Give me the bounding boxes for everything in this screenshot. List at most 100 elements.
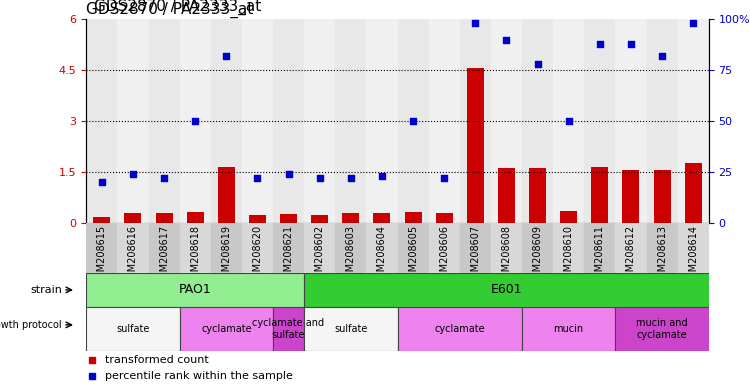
Point xyxy=(407,118,419,124)
Bar xyxy=(398,19,429,223)
Bar xyxy=(366,223,398,273)
Bar xyxy=(242,19,273,223)
Bar xyxy=(273,307,304,351)
Bar xyxy=(460,19,490,223)
Text: GSM208615: GSM208615 xyxy=(97,225,106,284)
Bar xyxy=(374,213,391,223)
Bar xyxy=(615,223,646,273)
Bar xyxy=(304,19,335,223)
Text: GSM208619: GSM208619 xyxy=(221,225,231,284)
Text: transformed count: transformed count xyxy=(105,354,209,364)
Bar xyxy=(86,273,304,307)
Point xyxy=(562,118,574,124)
Bar xyxy=(335,223,366,273)
Point xyxy=(500,36,512,43)
Point xyxy=(189,118,201,124)
Point xyxy=(532,61,544,67)
Point xyxy=(345,175,357,181)
Bar xyxy=(498,169,515,223)
Bar xyxy=(404,212,422,223)
Text: mucin: mucin xyxy=(554,324,584,334)
Bar xyxy=(180,223,211,273)
Text: GSM208607: GSM208607 xyxy=(470,225,480,284)
Text: GDS2870 / PA2333_at: GDS2870 / PA2333_at xyxy=(94,0,261,15)
Point xyxy=(158,175,170,181)
Bar xyxy=(93,217,110,223)
Bar xyxy=(249,215,266,223)
Bar xyxy=(148,19,180,223)
Bar xyxy=(211,19,242,223)
Bar xyxy=(242,223,273,273)
Text: cyclamate and
sulfate: cyclamate and sulfate xyxy=(253,318,325,340)
Text: GSM208605: GSM208605 xyxy=(408,225,418,284)
Point xyxy=(251,175,263,181)
Bar xyxy=(490,223,522,273)
Bar xyxy=(273,223,304,273)
Text: GSM208604: GSM208604 xyxy=(377,225,387,284)
Text: mucin and
cyclamate: mucin and cyclamate xyxy=(636,318,688,340)
Text: GSM208616: GSM208616 xyxy=(128,225,138,284)
Text: GSM208618: GSM208618 xyxy=(190,225,200,284)
Bar xyxy=(187,212,204,223)
Point xyxy=(376,173,388,179)
Bar xyxy=(398,223,429,273)
Text: GSM208620: GSM208620 xyxy=(253,225,262,284)
Point xyxy=(470,20,482,26)
Point xyxy=(96,179,108,185)
Point xyxy=(127,171,139,177)
Bar xyxy=(304,273,709,307)
Bar xyxy=(311,215,328,223)
Bar xyxy=(335,19,366,223)
Text: GSM208606: GSM208606 xyxy=(440,225,449,284)
Bar xyxy=(584,223,615,273)
Bar xyxy=(678,19,709,223)
Bar xyxy=(342,213,359,223)
Point xyxy=(625,41,637,47)
Bar xyxy=(615,19,646,223)
Bar xyxy=(180,19,211,223)
Bar xyxy=(429,223,460,273)
Text: GSM208609: GSM208609 xyxy=(532,225,542,284)
Bar xyxy=(429,19,460,223)
Bar xyxy=(155,213,172,223)
Bar xyxy=(460,223,490,273)
Bar xyxy=(653,170,670,223)
Text: GSM208614: GSM208614 xyxy=(688,225,698,284)
Bar xyxy=(86,307,180,351)
Bar xyxy=(211,223,242,273)
Bar xyxy=(124,213,142,223)
Point xyxy=(687,20,699,26)
Text: cyclamate: cyclamate xyxy=(434,324,485,334)
Point xyxy=(314,175,326,181)
Text: GSM208617: GSM208617 xyxy=(159,225,169,284)
Text: GSM208612: GSM208612 xyxy=(626,225,636,284)
Bar xyxy=(304,223,335,273)
Bar xyxy=(560,211,578,223)
Bar xyxy=(490,19,522,223)
Bar xyxy=(86,19,117,223)
Bar xyxy=(180,307,273,351)
Text: strain: strain xyxy=(30,285,62,295)
Bar xyxy=(584,19,615,223)
Bar xyxy=(304,307,398,351)
Bar xyxy=(117,223,148,273)
Bar xyxy=(273,19,304,223)
Text: GDS2870 / PA2333_at: GDS2870 / PA2333_at xyxy=(86,2,254,18)
Point xyxy=(220,53,232,59)
Text: GSM208602: GSM208602 xyxy=(315,225,325,284)
Text: PAO1: PAO1 xyxy=(178,283,212,296)
Text: percentile rank within the sample: percentile rank within the sample xyxy=(105,371,292,381)
Bar xyxy=(622,170,640,223)
Text: cyclamate: cyclamate xyxy=(201,324,251,334)
Text: sulfate: sulfate xyxy=(116,324,149,334)
Bar xyxy=(366,19,398,223)
Bar xyxy=(685,163,702,223)
Bar xyxy=(646,19,678,223)
Bar xyxy=(646,223,678,273)
Bar xyxy=(615,307,709,351)
Bar xyxy=(522,307,615,351)
Bar xyxy=(529,169,546,223)
Text: GSM208603: GSM208603 xyxy=(346,225,355,284)
Bar xyxy=(217,167,235,223)
Bar xyxy=(522,223,553,273)
